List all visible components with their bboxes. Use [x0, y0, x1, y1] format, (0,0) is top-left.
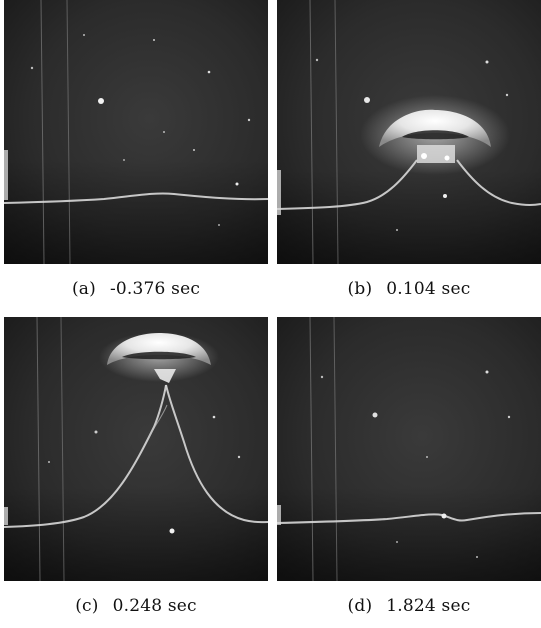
caption-b: (b) 0.104 sec: [277, 279, 541, 299]
caption-a: (a) -0.376 sec: [4, 279, 268, 299]
caption-d: (d) 1.824 sec: [277, 596, 541, 616]
frame-c-photo: [4, 317, 268, 581]
caption-a-label: (a): [71, 279, 96, 299]
frame-d-photo: [277, 317, 541, 581]
frame-a-photo: [4, 0, 268, 264]
caption-d-time: 1.824 sec: [386, 596, 471, 616]
caption-c-label: (c): [75, 596, 99, 616]
caption-b-label: (b): [347, 279, 373, 299]
caption-a-time: -0.376 sec: [109, 279, 201, 299]
caption-b-time: 0.104 sec: [386, 279, 471, 299]
frame-b-photo: [277, 0, 541, 264]
caption-c-time: 0.248 sec: [112, 596, 197, 616]
caption-d-label: (d): [347, 596, 373, 616]
caption-c: (c) 0.248 sec: [4, 596, 268, 616]
